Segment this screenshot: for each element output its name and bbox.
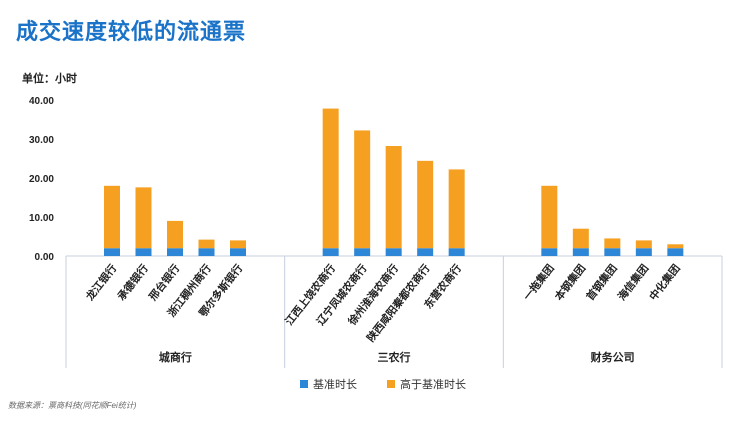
bar-extra <box>167 220 183 249</box>
bar-extra <box>635 240 652 249</box>
bar-extra <box>572 228 589 249</box>
y-tick-label: 10.00 <box>29 213 54 224</box>
x-category-label: 中化集团 <box>647 262 683 303</box>
bar-base <box>385 248 402 256</box>
y-tick-label: 40.00 <box>29 96 54 107</box>
y-tick-label: 20.00 <box>29 174 54 185</box>
bar-base <box>635 248 652 256</box>
y-axis-unit-label: 单位：小时 <box>22 73 77 85</box>
bar-extra <box>448 169 465 249</box>
bar-base <box>667 248 684 256</box>
bar-extra <box>104 185 120 249</box>
bar-extra <box>604 238 621 249</box>
x-category-label: 本钢集团 <box>552 262 588 303</box>
x-category-label: 承德银行 <box>115 261 151 302</box>
legend-label-base: 基准时长 <box>313 379 357 391</box>
bar-base <box>322 248 339 256</box>
bar-base <box>167 248 183 256</box>
bar-base <box>572 248 589 256</box>
bar-extra <box>667 244 684 249</box>
x-category-label: 一拖集团 <box>521 262 557 303</box>
group-label: 财务公司 <box>590 350 635 364</box>
group-label: 三农行 <box>378 350 411 364</box>
bar-base <box>198 248 215 256</box>
x-category-label: 首钢集团 <box>584 262 620 303</box>
group-label: 城商行 <box>159 350 192 364</box>
source-note: 数据来源：票商科技(同花顺Fei统计) <box>8 401 137 410</box>
bar-base <box>104 248 120 256</box>
bar-base <box>354 248 371 256</box>
bar-extra <box>135 187 152 249</box>
legend-item-base: 基准时长 <box>300 376 357 392</box>
chart-title: 成交速度较低的流通票 <box>16 19 247 44</box>
bar-extra <box>230 240 246 249</box>
x-category-label: 海信集团 <box>615 262 651 303</box>
bar-base <box>448 248 465 256</box>
bar-base <box>541 248 558 256</box>
legend-swatch-extra <box>387 380 395 388</box>
legend-label-extra: 高于基准时长 <box>400 379 466 391</box>
bar-extra <box>417 160 434 249</box>
bar-base <box>135 248 152 256</box>
legend-item-extra: 高于基准时长 <box>387 376 466 392</box>
bar-extra <box>354 130 371 249</box>
legend-swatch-base <box>300 380 308 388</box>
y-tick-label: 0.00 <box>35 252 55 263</box>
bar-extra <box>198 239 215 249</box>
bar-extra <box>541 185 558 249</box>
bar-extra <box>385 146 402 249</box>
bar-base <box>604 248 621 256</box>
bar-base <box>230 248 246 256</box>
x-category-label: 龙江银行 <box>83 261 120 303</box>
bar-extra <box>322 108 339 249</box>
legend: 基准时长 高于基准时长 <box>300 376 466 392</box>
y-tick-label: 30.00 <box>29 135 54 146</box>
bar-base <box>417 248 434 256</box>
